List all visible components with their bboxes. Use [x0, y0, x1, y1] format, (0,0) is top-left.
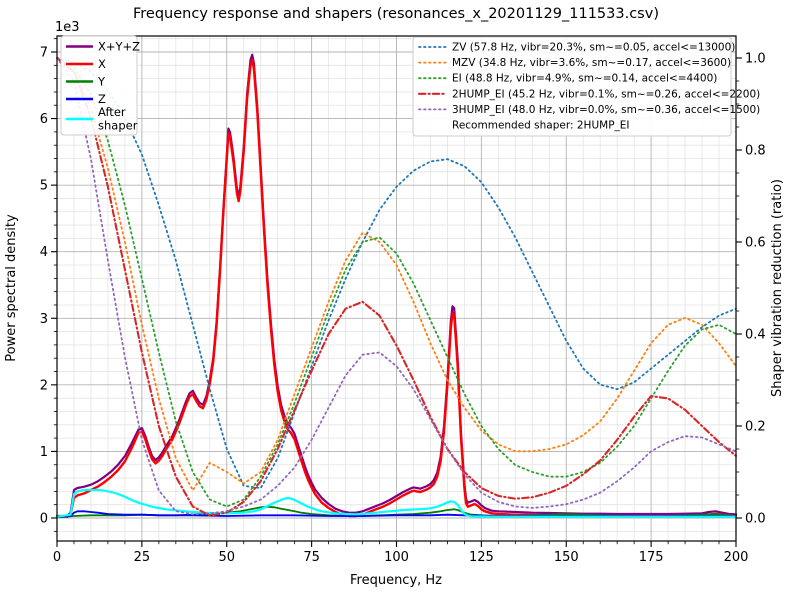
- y-right-tick-label: 0.8: [745, 144, 766, 159]
- y-left-tick-label: 0: [40, 512, 48, 527]
- legend-label-shaper: 3HUMP_EI (48.0 Hz, vibr=0.0%, sm~=0.36, …: [452, 104, 760, 116]
- legend-label-after-shaper: shaper: [98, 119, 138, 133]
- x-tick-label: 0: [53, 550, 61, 565]
- legend-label-x: X: [98, 57, 106, 71]
- curve-zv: [56, 57, 737, 490]
- x-axis-label: Frequency, Hz: [350, 573, 442, 588]
- curve-mzv: [56, 57, 737, 492]
- x-tick-label: 25: [134, 550, 151, 565]
- y-left-axis-label: Power spectral density: [4, 214, 19, 362]
- y-right-tick-label: 0.6: [745, 236, 766, 251]
- legend-label-x-y-z: X+Y+Z: [98, 40, 140, 54]
- curve-x: [55, 58, 738, 518]
- y-right-tick-label: 0.0: [745, 512, 766, 527]
- legend-label-shaper: ZV (57.8 Hz, vibr=20.3%, sm~=0.05, accel…: [452, 42, 735, 54]
- curve-ei: [56, 57, 737, 508]
- psd-curves: [55, 53, 738, 519]
- y-right-tick-label: 0.4: [745, 328, 766, 343]
- curve-3hump-ei: [56, 57, 737, 516]
- legend-label-z: Z: [98, 92, 106, 106]
- y-left-tick-label: 1: [40, 445, 48, 460]
- y-left-tick-label: 2: [40, 378, 48, 393]
- legend-shapers-box: [412, 36, 732, 137]
- y-left-tick-label: 5: [40, 179, 48, 194]
- y-left-tick-label: 7: [40, 46, 48, 61]
- shaper-ratio-curves: [55, 56, 738, 517]
- curve-2hump-ei: [55, 56, 738, 517]
- x-tick-label: 175: [639, 550, 664, 565]
- y-left-tick-label: 6: [40, 112, 48, 127]
- y-right-tick-label: 1.0: [745, 52, 766, 67]
- x-tick-label: 50: [218, 550, 235, 565]
- y-right-axis-label: Shaper vibration reduction (ratio): [770, 179, 785, 397]
- legend-axes-box: [60, 35, 138, 136]
- x-tick-label: 125: [469, 550, 494, 565]
- legend-shapers: ZV (57.8 Hz, vibr=20.3%, sm~=0.05, accel…: [412, 36, 760, 137]
- legend-label-y: Y: [97, 75, 106, 89]
- x-tick-label: 150: [554, 550, 579, 565]
- chart-title: Frequency response and shapers (resonanc…: [133, 6, 659, 22]
- grid: [56, 36, 737, 541]
- y-left-tick-label: 3: [40, 312, 48, 327]
- legend-recommended-shaper-note: Recommended shaper: 2HUMP_EI: [452, 120, 630, 132]
- y-left-tick-label: 4: [40, 245, 48, 260]
- legend-label-shaper: 2HUMP_EI (45.2 Hz, vibr=0.1%, sm~=0.26, …: [452, 88, 760, 100]
- legend-label-after-shaper: After: [98, 105, 126, 119]
- y-right-tick-label: 0.2: [745, 420, 766, 435]
- x-tick-label: 100: [384, 550, 409, 565]
- x-tick-label: 200: [724, 550, 749, 565]
- y-left-offset-label: 1e3: [55, 20, 80, 35]
- axis-ticks: 0 25 50 75 100 125 150 175 200 0 1 2 3 4 5 6 7 0.0 0.2 0.4 0…: [40, 38, 766, 565]
- curve-after-shaper: [55, 488, 738, 518]
- legend-label-shaper: MZV (34.8 Hz, vibr=3.6%, sm~=0.17, accel…: [452, 57, 731, 69]
- legend-label-shaper: EI (48.8 Hz, vibr=4.9%, sm~=0.14, accel<…: [452, 73, 717, 85]
- x-tick-label: 75: [303, 550, 320, 565]
